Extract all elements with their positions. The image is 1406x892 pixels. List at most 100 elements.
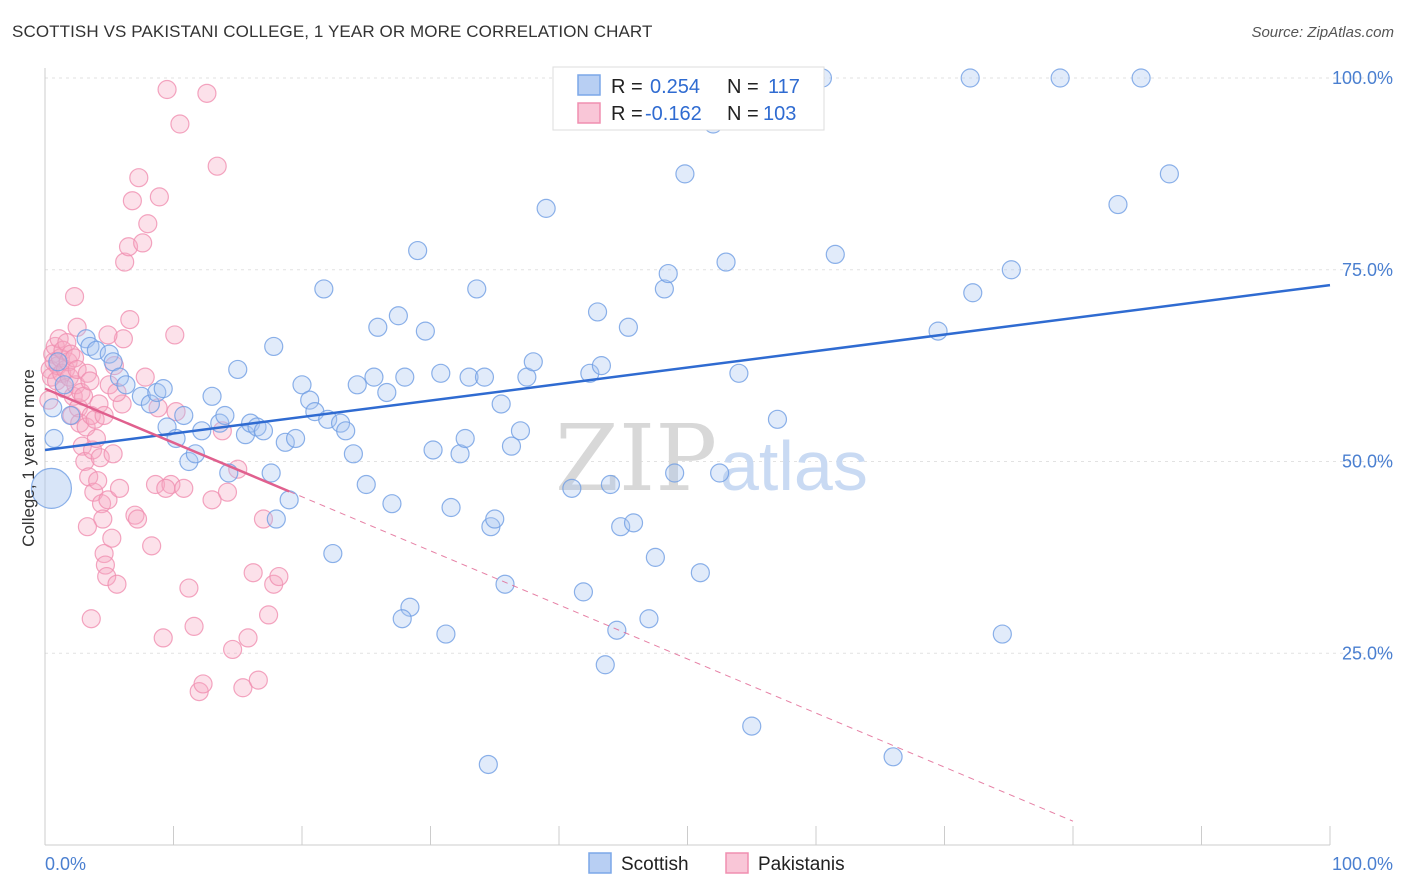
legend-n-value-1: 117 — [768, 76, 800, 98]
pakistanis-point-81 — [238, 628, 258, 648]
scottish-point-87 — [623, 513, 644, 533]
scottish-point-35 — [275, 432, 295, 452]
pakistanis-point-14 — [57, 333, 77, 353]
scottish-point-81 — [591, 356, 612, 376]
scottish-point-0 — [30, 467, 73, 509]
scottish-point-52 — [382, 494, 402, 514]
pakistanis-point-94 — [120, 310, 140, 330]
watermark: ZIP atlas — [555, 405, 868, 512]
scottish-point-76 — [562, 478, 582, 498]
pakistanis-point-50 — [107, 574, 127, 594]
bottom-legend-swatch-pakistanis — [725, 852, 749, 874]
legend-n-label-1: N = — [727, 76, 759, 98]
pakistanis-point-42 — [93, 509, 113, 529]
scottish-point-27 — [228, 359, 248, 380]
legend-swatch-scottish — [577, 74, 601, 96]
trend-layer — [44, 283, 1331, 822]
chart-source: Source: ZipAtlas.com — [1251, 24, 1394, 41]
scottish-point-20 — [179, 451, 199, 472]
pakistanis-point-65 — [161, 474, 181, 495]
pakistanis-point-28 — [75, 451, 95, 472]
scottish-point-98 — [716, 252, 736, 272]
scottish-point-93 — [665, 463, 685, 483]
scottish-point-43 — [323, 543, 343, 564]
pakistanis-point-83 — [248, 670, 268, 690]
scottish-point-113 — [1131, 68, 1151, 88]
legend-bottom: Scottish Pakistanis — [588, 852, 845, 875]
scottish-point-16 — [153, 379, 173, 399]
scottish-point-97 — [710, 463, 730, 483]
scottish-point-58 — [423, 440, 443, 460]
pakistanis-point-59 — [138, 214, 158, 234]
scottish-point-57 — [415, 321, 435, 341]
scottish-point-60 — [436, 624, 456, 644]
pakistanis-point-87 — [269, 566, 289, 587]
scottish-point-85 — [611, 517, 631, 537]
scottish-point-25 — [215, 405, 235, 426]
pakistanis-point-77 — [217, 482, 238, 502]
scottish-point-105 — [883, 747, 903, 767]
scottish-point-107 — [960, 68, 980, 88]
pakistanis-trend-extension — [288, 490, 1074, 822]
scottish-point-65 — [467, 279, 487, 299]
scottish-point-61 — [441, 497, 461, 518]
scottish-point-111 — [1050, 68, 1070, 88]
legend-top: R = 0.254 N = 117 R = -0.162 N = 103 — [552, 66, 825, 131]
scottish-point-114 — [1159, 164, 1179, 184]
scottish-point-91 — [654, 279, 674, 299]
axis-layer: 25.0% 50.0% 75.0% 100.0% 0.0% 100.0% — [44, 68, 1393, 874]
y-tick-label-0: 25.0% — [1342, 643, 1393, 663]
scottish-point-79 — [580, 363, 600, 383]
scottish-point-116 — [392, 609, 412, 629]
pakistanis-point-102 — [98, 325, 118, 345]
scottish-point-54 — [395, 367, 415, 387]
scottish-point-5 — [61, 405, 81, 426]
scottish-point-101 — [767, 409, 788, 429]
pakistanis-point-63 — [153, 628, 173, 648]
scottish-point-83 — [600, 474, 621, 495]
scottish-point-68 — [485, 509, 505, 529]
pakistanis-point-91 — [81, 609, 101, 629]
scottish-point-94 — [675, 164, 695, 184]
scottish-point-28 — [235, 425, 256, 445]
scottish-point-38 — [292, 375, 312, 395]
scottish-point-39 — [300, 390, 320, 410]
scottish-point-1 — [44, 428, 64, 449]
scottish-point-90 — [645, 547, 665, 567]
scottish-point-47 — [347, 375, 367, 395]
pakistanis-point-85 — [258, 605, 279, 625]
pakistanis-point-75 — [207, 156, 227, 176]
watermark-zip: ZIP — [555, 405, 717, 512]
scottish-point-71 — [501, 436, 522, 456]
scottish-point-63 — [455, 428, 475, 449]
scottish-point-70 — [495, 574, 515, 594]
bottom-legend-label-scottish: Scottish — [621, 854, 689, 875]
pakistanis-point-78 — [223, 639, 243, 660]
scottish-point-104 — [825, 244, 845, 265]
scottish-point-51 — [377, 382, 397, 403]
scottish-point-80 — [587, 302, 608, 322]
pakistanis-point-53 — [115, 252, 135, 272]
scottish-point-92 — [658, 263, 678, 284]
y-tick-label-1: 50.0% — [1342, 452, 1393, 472]
scottish-point-75 — [536, 198, 556, 218]
pakistanis-point-67 — [170, 114, 190, 134]
pakistanis-point-22 — [67, 359, 87, 380]
pakistanis-point-51 — [109, 478, 130, 498]
scottish-point-62 — [450, 444, 470, 464]
scottish-point-95 — [690, 563, 710, 583]
pakistanis-point-93 — [103, 444, 123, 464]
scottish-point-108 — [963, 283, 983, 303]
pakistanis-point-60 — [142, 536, 162, 556]
pakistanis-point-98 — [156, 478, 176, 498]
chart-title: SCOTTISH VS PAKISTANI COLLEGE, 1 YEAR OR… — [12, 22, 653, 41]
scottish-point-11 — [109, 367, 130, 387]
pakistanis-point-68 — [174, 478, 194, 498]
scottish-point-23 — [202, 386, 222, 406]
legend-n-value-2: 103 — [763, 103, 796, 125]
scottish-point-48 — [356, 474, 376, 495]
scottish-point-82 — [595, 655, 615, 675]
legend-r-label-2: R = — [611, 103, 643, 125]
pakistanis-point-66 — [165, 325, 185, 345]
